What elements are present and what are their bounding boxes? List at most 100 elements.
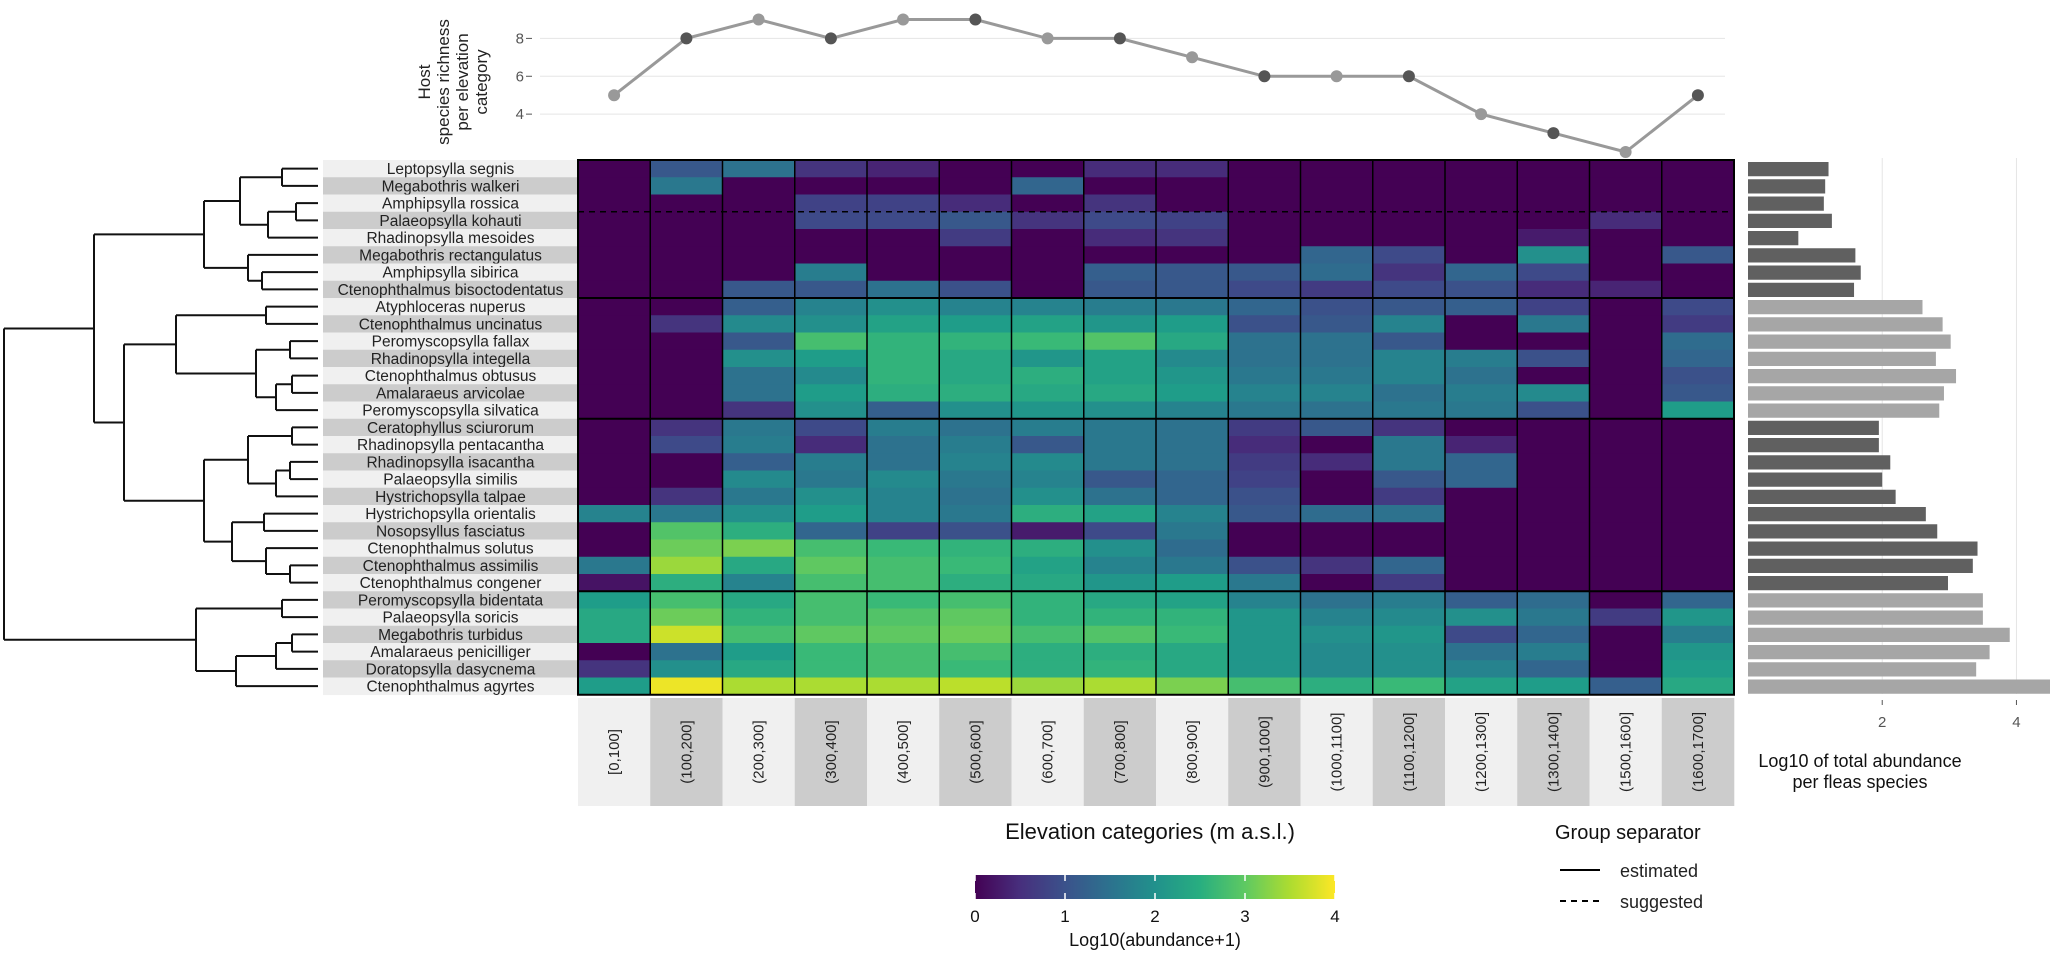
- heatmap-cell: [1228, 263, 1302, 282]
- heatmap-cell: [1228, 470, 1302, 489]
- species-label: Rhadinopsylla pentacantha: [357, 437, 544, 454]
- heatmap-cell: [1372, 229, 1446, 247]
- heatmap-cell: [939, 211, 1013, 230]
- heatmap-cell: [1228, 280, 1302, 299]
- heatmap-cell: [1517, 591, 1591, 610]
- heatmap-cell: [794, 315, 868, 334]
- species-label-band: [323, 367, 578, 385]
- heatmap-cell: [1372, 246, 1446, 265]
- heatmap-cell: [1156, 487, 1229, 506]
- heatmap-cell: [1300, 539, 1374, 558]
- heatmap-cell: [1083, 160, 1157, 178]
- heatmap-cell: [1589, 160, 1663, 178]
- heatmap-cell: [578, 332, 651, 351]
- heatmap-cell: [1228, 315, 1302, 334]
- heatmap-cell: [1589, 591, 1663, 610]
- heatmap-cell: [1661, 332, 1735, 351]
- species-label-band: [323, 418, 578, 437]
- heatmap-cell: [1011, 194, 1085, 213]
- heatmap-cell: [650, 643, 724, 661]
- heatmap-cell: [1083, 384, 1157, 403]
- heatmap-cell: [1372, 177, 1446, 196]
- heatmap-cell: [867, 280, 940, 299]
- heatmap-cell: [722, 418, 796, 437]
- heatmap-cell: [650, 505, 724, 523]
- abundance-bar: [1748, 351, 1936, 366]
- colorbar-tick-label: 0: [970, 907, 979, 926]
- heatmap-cell: [794, 384, 868, 403]
- heatmap-cell: [1517, 401, 1591, 420]
- heatmap-cell: [650, 401, 724, 420]
- heatmap-cell: [1445, 349, 1518, 368]
- heatmap-cell: [650, 522, 724, 541]
- heatmap-cell: [1156, 401, 1229, 420]
- heatmap-cell: [794, 556, 868, 575]
- heatmap-cell: [1083, 280, 1157, 299]
- heatmap-cell: [1589, 177, 1663, 196]
- richness-point: [1691, 89, 1704, 102]
- abundance-bar: [1748, 162, 1829, 177]
- heatmap-cell: [1011, 349, 1085, 368]
- heatmap-cell: [1083, 246, 1157, 265]
- heatmap-cell: [794, 280, 868, 299]
- heatmap-cell: [867, 194, 940, 213]
- heatmap-cell: [1517, 505, 1591, 523]
- category-label-band: [1228, 698, 1301, 806]
- heatmap-cell: [867, 470, 940, 489]
- heatmap-cell: [794, 211, 868, 230]
- heatmap-cell: [867, 229, 940, 247]
- heatmap-cell: [1661, 246, 1735, 265]
- legend-title: Group separator: [1555, 822, 1701, 844]
- species-label: Megabothris walkeri: [382, 178, 520, 195]
- top-ylabel-line-1: Host: [415, 64, 434, 99]
- heatmap-cell: [1517, 436, 1591, 454]
- heatmap-cell: [1083, 401, 1157, 420]
- heatmap-cell: [1517, 194, 1591, 213]
- species-label-band: [323, 608, 578, 627]
- heatmap-cell: [1300, 470, 1374, 489]
- heatmap-cell: [1517, 349, 1591, 368]
- heatmap-cell: [1156, 280, 1229, 299]
- heatmap-cell: [1011, 487, 1085, 506]
- abundance-bar: [1748, 627, 2010, 642]
- richness-point: [1041, 32, 1054, 45]
- heatmap-cell: [578, 229, 651, 247]
- heatmap-cell: [650, 194, 724, 213]
- category-label-band: [939, 698, 1012, 806]
- species-label: Rhadinopsylla mesoides: [366, 230, 534, 247]
- heatmap-cell: [722, 660, 796, 679]
- species-label-band: [323, 298, 578, 316]
- heatmap-cell: [1156, 367, 1229, 385]
- heatmap-cell: [1661, 677, 1735, 696]
- heatmap-cell: [1589, 522, 1663, 541]
- heatmap-cell: [867, 453, 940, 472]
- heatmap-cell: [578, 556, 651, 575]
- abundance-bar: [1748, 282, 1855, 297]
- heatmap-cell: [1372, 470, 1446, 489]
- category-label-band: [650, 698, 723, 806]
- heatmap-cell: [578, 401, 651, 420]
- heatmap-cell: [1517, 298, 1591, 316]
- heatmap-cell: [1372, 505, 1446, 523]
- heatmap-cell: [939, 574, 1013, 592]
- category-label: (1100,1200]: [1401, 713, 1418, 792]
- species-label-band: [323, 574, 578, 592]
- heatmap-cell: [1300, 315, 1374, 334]
- heatmap-cell: [1083, 677, 1157, 696]
- species-label: Peromyscopsylla bidentata: [358, 592, 544, 609]
- heatmap-cell: [578, 315, 651, 334]
- category-label-band: [722, 698, 796, 806]
- heatmap-cell: [867, 556, 940, 575]
- category-label: [0,100]: [606, 729, 623, 775]
- heatmap-cell: [578, 177, 651, 196]
- heatmap-cell: [1589, 298, 1663, 316]
- species-label: Ctenophthalmus assimilis: [363, 558, 539, 575]
- heatmap-cell: [722, 574, 796, 592]
- heatmap-cell: [1228, 487, 1302, 506]
- heatmap-cell: [1661, 522, 1735, 541]
- species-label-band: [323, 349, 578, 368]
- heatmap-cell: [1156, 608, 1229, 627]
- heatmap-cell: [1228, 608, 1302, 627]
